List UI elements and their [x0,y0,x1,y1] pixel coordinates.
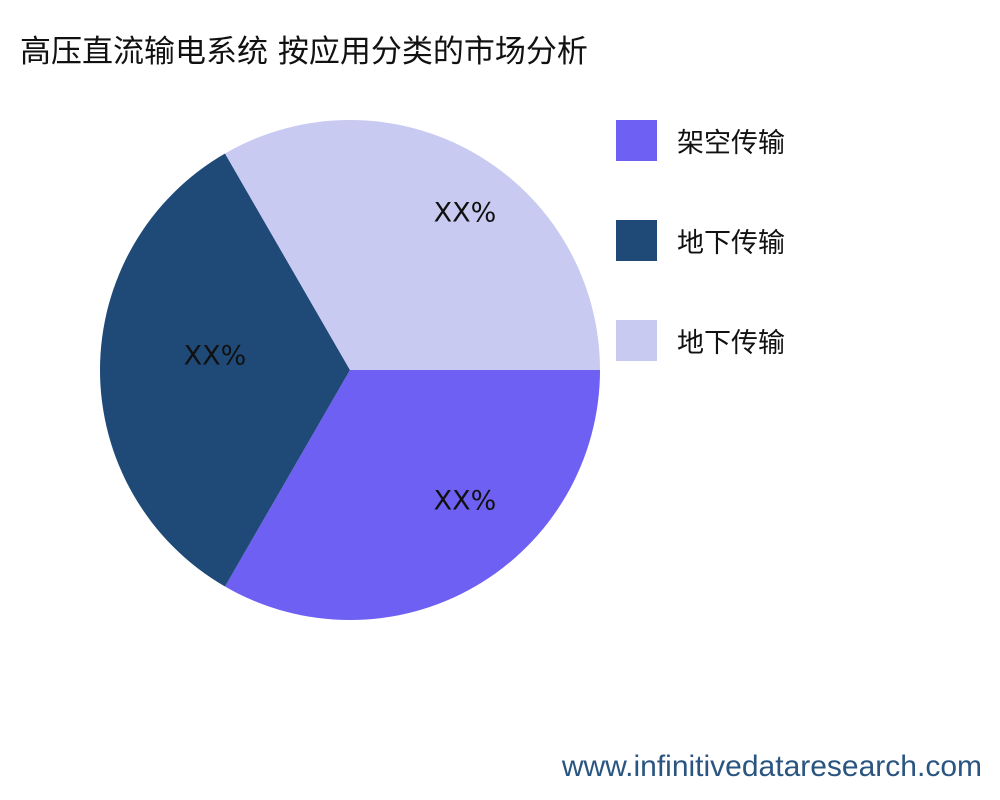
legend-item: 地下传输 [616,220,785,261]
slice-label: XX% [434,486,497,517]
legend-swatch [616,220,657,261]
pie-slice [225,370,600,620]
legend-swatch [616,120,657,161]
slice-label: XX% [184,341,247,372]
slice-label: XX% [434,198,497,229]
watermark: www.infinitivedataresearch.com [561,750,982,783]
chart-title: 高压直流输电系统 按应用分类的市场分析 [20,34,588,70]
legend-label: 地下传输 [677,228,785,259]
pie-slice [225,119,600,370]
legend-label: 地下传输 [677,328,785,359]
legend-item: 地下传输 [616,320,785,361]
legend-item: 架空传输 [616,120,785,161]
legend-swatch [616,320,657,361]
legend-label: 架空传输 [677,128,785,159]
